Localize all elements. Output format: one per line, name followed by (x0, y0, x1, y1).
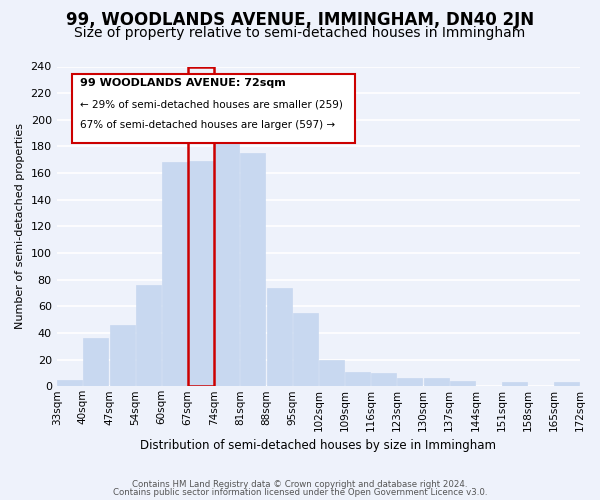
Bar (58, 380, 82, 386)
Bar (502, 382, 527, 386)
Bar (136, 285, 161, 386)
Bar (162, 162, 187, 386)
Bar (110, 325, 134, 386)
Bar (450, 381, 475, 386)
Bar (345, 372, 370, 386)
Bar (266, 288, 292, 386)
Text: 99, WOODLANDS AVENUE, IMMINGHAM, DN40 2JN: 99, WOODLANDS AVENUE, IMMINGHAM, DN40 2J… (66, 11, 534, 29)
Text: ← 29% of semi-detached houses are smaller (259): ← 29% of semi-detached houses are smalle… (80, 100, 343, 110)
Text: Size of property relative to semi-detached houses in Immingham: Size of property relative to semi-detach… (74, 26, 526, 40)
Bar (397, 378, 422, 386)
Bar (424, 378, 449, 386)
FancyBboxPatch shape (73, 74, 355, 143)
Bar (214, 130, 239, 386)
Bar (241, 153, 265, 386)
Bar (293, 313, 317, 386)
X-axis label: Distribution of semi-detached houses by size in Immingham: Distribution of semi-detached houses by … (140, 440, 496, 452)
Text: 99 WOODLANDS AVENUE: 72sqm: 99 WOODLANDS AVENUE: 72sqm (80, 78, 286, 88)
Bar (83, 338, 109, 386)
Bar (188, 161, 213, 386)
Text: Contains public sector information licensed under the Open Government Licence v3: Contains public sector information licen… (113, 488, 487, 497)
Bar (187, 66, 214, 386)
Y-axis label: Number of semi-detached properties: Number of semi-detached properties (15, 124, 25, 330)
Text: Contains HM Land Registry data © Crown copyright and database right 2024.: Contains HM Land Registry data © Crown c… (132, 480, 468, 489)
Bar (371, 373, 396, 386)
Bar (554, 382, 580, 386)
Text: 67% of semi-detached houses are larger (597) →: 67% of semi-detached houses are larger (… (80, 120, 335, 130)
Bar (319, 360, 344, 386)
